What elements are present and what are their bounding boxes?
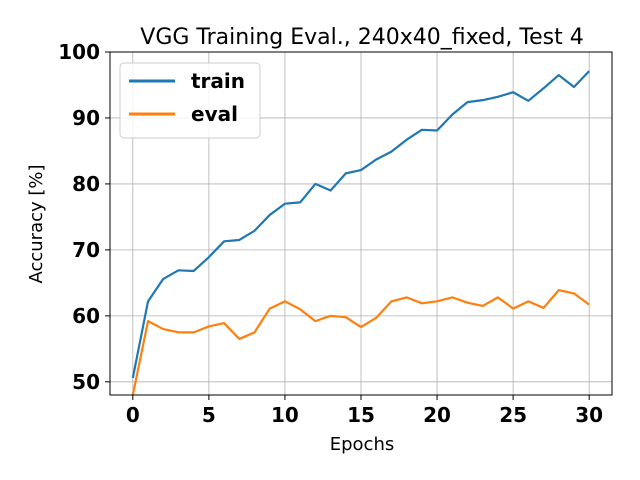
x-tick-label: 5 [202,403,216,427]
x-tick-label: 20 [423,403,451,427]
y-tick-label: 100 [58,40,100,64]
y-axis-label: Accuracy [%] [26,164,47,283]
x-tick-label: 25 [499,403,527,427]
grid [110,51,612,395]
y-tick-label: 90 [72,106,100,130]
y-tick-label: 60 [72,304,100,328]
y-tick-label: 70 [72,238,100,262]
x-tick-label: 15 [347,403,375,427]
x-tick-label: 10 [271,403,299,427]
legend-label-train: train [191,69,245,93]
x-tick-label: 0 [126,403,140,427]
legend: train eval [119,62,261,139]
series-line-eval [131,289,590,396]
ticks: 0 5 10 15 20 25 30 50 60 70 80 90 100 [58,40,603,427]
legend-label-eval: eval [191,102,238,126]
chart-title: VGG Training Eval., 240x40_fixed, Test 4 [140,25,583,50]
y-tick-label: 50 [72,370,100,394]
series-line-train [131,70,590,379]
x-tick-label: 30 [575,403,603,427]
y-tick-label: 80 [72,172,100,196]
series-layer [131,70,590,396]
x-axis-label: Epochs [330,434,395,455]
